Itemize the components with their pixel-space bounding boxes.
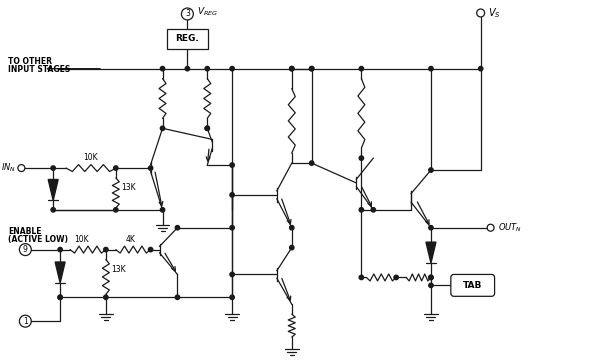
Text: $IN_N$: $IN_N$ [1,162,17,174]
Circle shape [205,126,210,130]
Text: $V_S$: $V_S$ [488,6,500,20]
Circle shape [429,275,433,280]
Circle shape [230,193,234,197]
Circle shape [51,166,55,170]
Circle shape [290,225,294,230]
Text: (ACTIVE LOW): (ACTIVE LOW) [8,235,68,244]
Circle shape [429,283,433,288]
Circle shape [58,295,62,300]
Circle shape [51,208,55,212]
Circle shape [58,295,62,300]
Circle shape [309,161,314,165]
Circle shape [113,208,118,212]
Circle shape [359,208,364,212]
Text: $OUT_N$: $OUT_N$ [498,221,522,234]
Circle shape [175,295,179,300]
Text: 3: 3 [185,9,190,18]
Text: $V_{REG}$: $V_{REG}$ [197,6,219,18]
Circle shape [160,126,165,130]
Circle shape [205,67,210,71]
Text: 10K: 10K [84,153,98,162]
Circle shape [160,208,165,212]
Circle shape [58,247,62,252]
Text: 9: 9 [23,245,28,254]
Circle shape [290,67,294,71]
Circle shape [429,275,433,280]
Circle shape [309,67,314,71]
Circle shape [290,246,294,250]
Circle shape [290,67,294,71]
Circle shape [230,272,234,276]
Circle shape [371,208,375,212]
Polygon shape [55,262,65,283]
Text: INPUT STAGES: INPUT STAGES [8,65,71,74]
Circle shape [104,247,108,252]
Circle shape [185,67,189,71]
Circle shape [230,295,234,300]
Circle shape [359,156,364,160]
Text: ENABLE: ENABLE [8,227,42,236]
Text: 10K: 10K [74,235,89,244]
Text: 13K: 13K [111,265,125,274]
Circle shape [479,67,483,71]
Text: 4K: 4K [126,235,135,244]
Text: 13K: 13K [121,184,135,193]
FancyBboxPatch shape [451,274,495,296]
Circle shape [309,67,314,71]
Circle shape [175,225,179,230]
Circle shape [205,126,210,130]
Circle shape [113,166,118,170]
Circle shape [429,67,433,71]
Circle shape [394,275,399,280]
Circle shape [429,225,433,230]
Circle shape [104,295,108,300]
Circle shape [429,168,433,172]
Circle shape [230,225,234,230]
Circle shape [148,166,153,170]
Circle shape [359,67,364,71]
Circle shape [230,67,234,71]
Text: TAB: TAB [463,281,482,290]
Circle shape [230,163,234,167]
Text: REG.: REG. [175,34,199,43]
Circle shape [359,275,364,280]
Polygon shape [426,242,436,263]
Circle shape [160,67,165,71]
Text: TO OTHER: TO OTHER [8,57,52,66]
Polygon shape [48,180,58,201]
Text: 1: 1 [23,317,28,326]
FancyBboxPatch shape [166,29,208,49]
Circle shape [148,247,153,252]
